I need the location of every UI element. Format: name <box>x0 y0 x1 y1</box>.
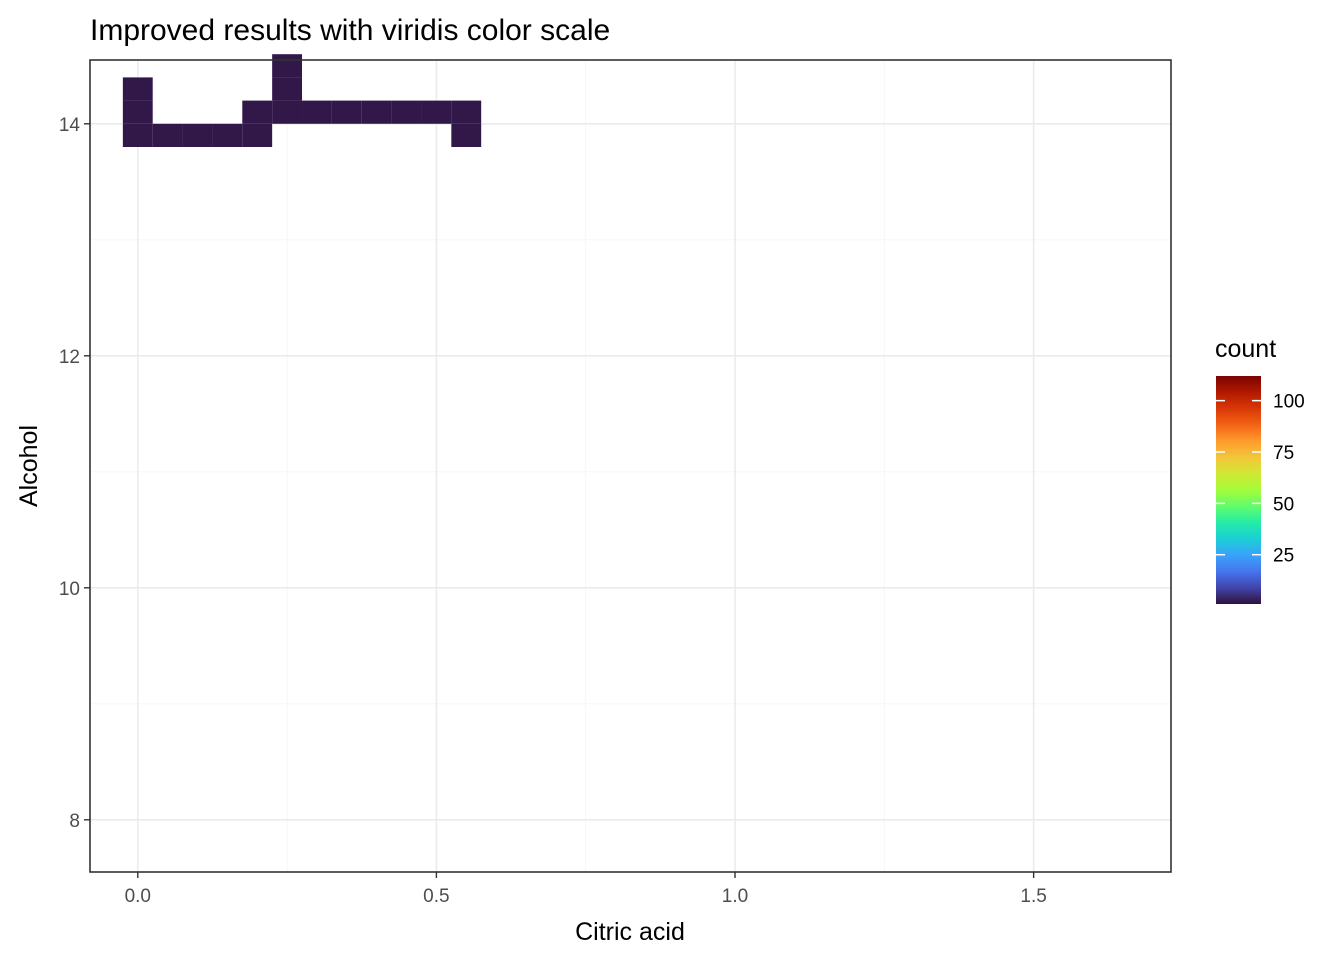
legend-label: 25 <box>1273 546 1294 567</box>
panel-border <box>89 59 1172 873</box>
y-tick-label: 10 <box>59 579 80 600</box>
y-axis-title: Alcohol <box>15 425 43 507</box>
heatmap-tile <box>272 100 303 124</box>
x-tick-label: 0.5 <box>423 886 449 907</box>
legend-label: 50 <box>1273 494 1294 515</box>
x-tick-label: 0.0 <box>125 886 151 907</box>
heatmap-tile <box>182 123 213 147</box>
legend-colorbar <box>1216 376 1261 604</box>
heatmap-tile <box>361 100 392 124</box>
y-tick-label: 8 <box>69 811 80 832</box>
heatmap-tile <box>331 100 362 124</box>
heatmap-tile <box>391 100 422 124</box>
heatmap-tile <box>451 100 482 124</box>
chart-title: Improved results with viridis color scal… <box>90 14 610 47</box>
heatmap-tile <box>242 123 273 147</box>
heatmap-tile <box>272 54 303 78</box>
y-tick-label: 14 <box>59 115 81 136</box>
plot-area <box>89 54 1172 873</box>
heatmap-tile <box>272 77 303 101</box>
legend-label: 75 <box>1273 443 1294 464</box>
x-tick-label: 1.0 <box>722 886 748 907</box>
legend-title: count <box>1215 335 1276 363</box>
y-tick-label: 12 <box>59 347 80 368</box>
heatmap-tile <box>122 100 153 124</box>
heatmap-tile <box>152 123 183 147</box>
x-tick-label: 1.5 <box>1020 886 1046 907</box>
heatmap-tile <box>451 123 482 147</box>
legend-label: 100 <box>1273 392 1305 413</box>
heatmap-tile <box>421 100 452 124</box>
heatmap-tile <box>212 123 243 147</box>
heatmap-tile <box>122 77 153 101</box>
color-legend: count 25 50 75 100 <box>1215 335 1305 604</box>
heatmap-tile <box>302 100 332 124</box>
heatmap-tile <box>242 100 273 124</box>
x-axis-title: Citric acid <box>575 918 685 946</box>
heatmap-tile <box>122 123 153 147</box>
